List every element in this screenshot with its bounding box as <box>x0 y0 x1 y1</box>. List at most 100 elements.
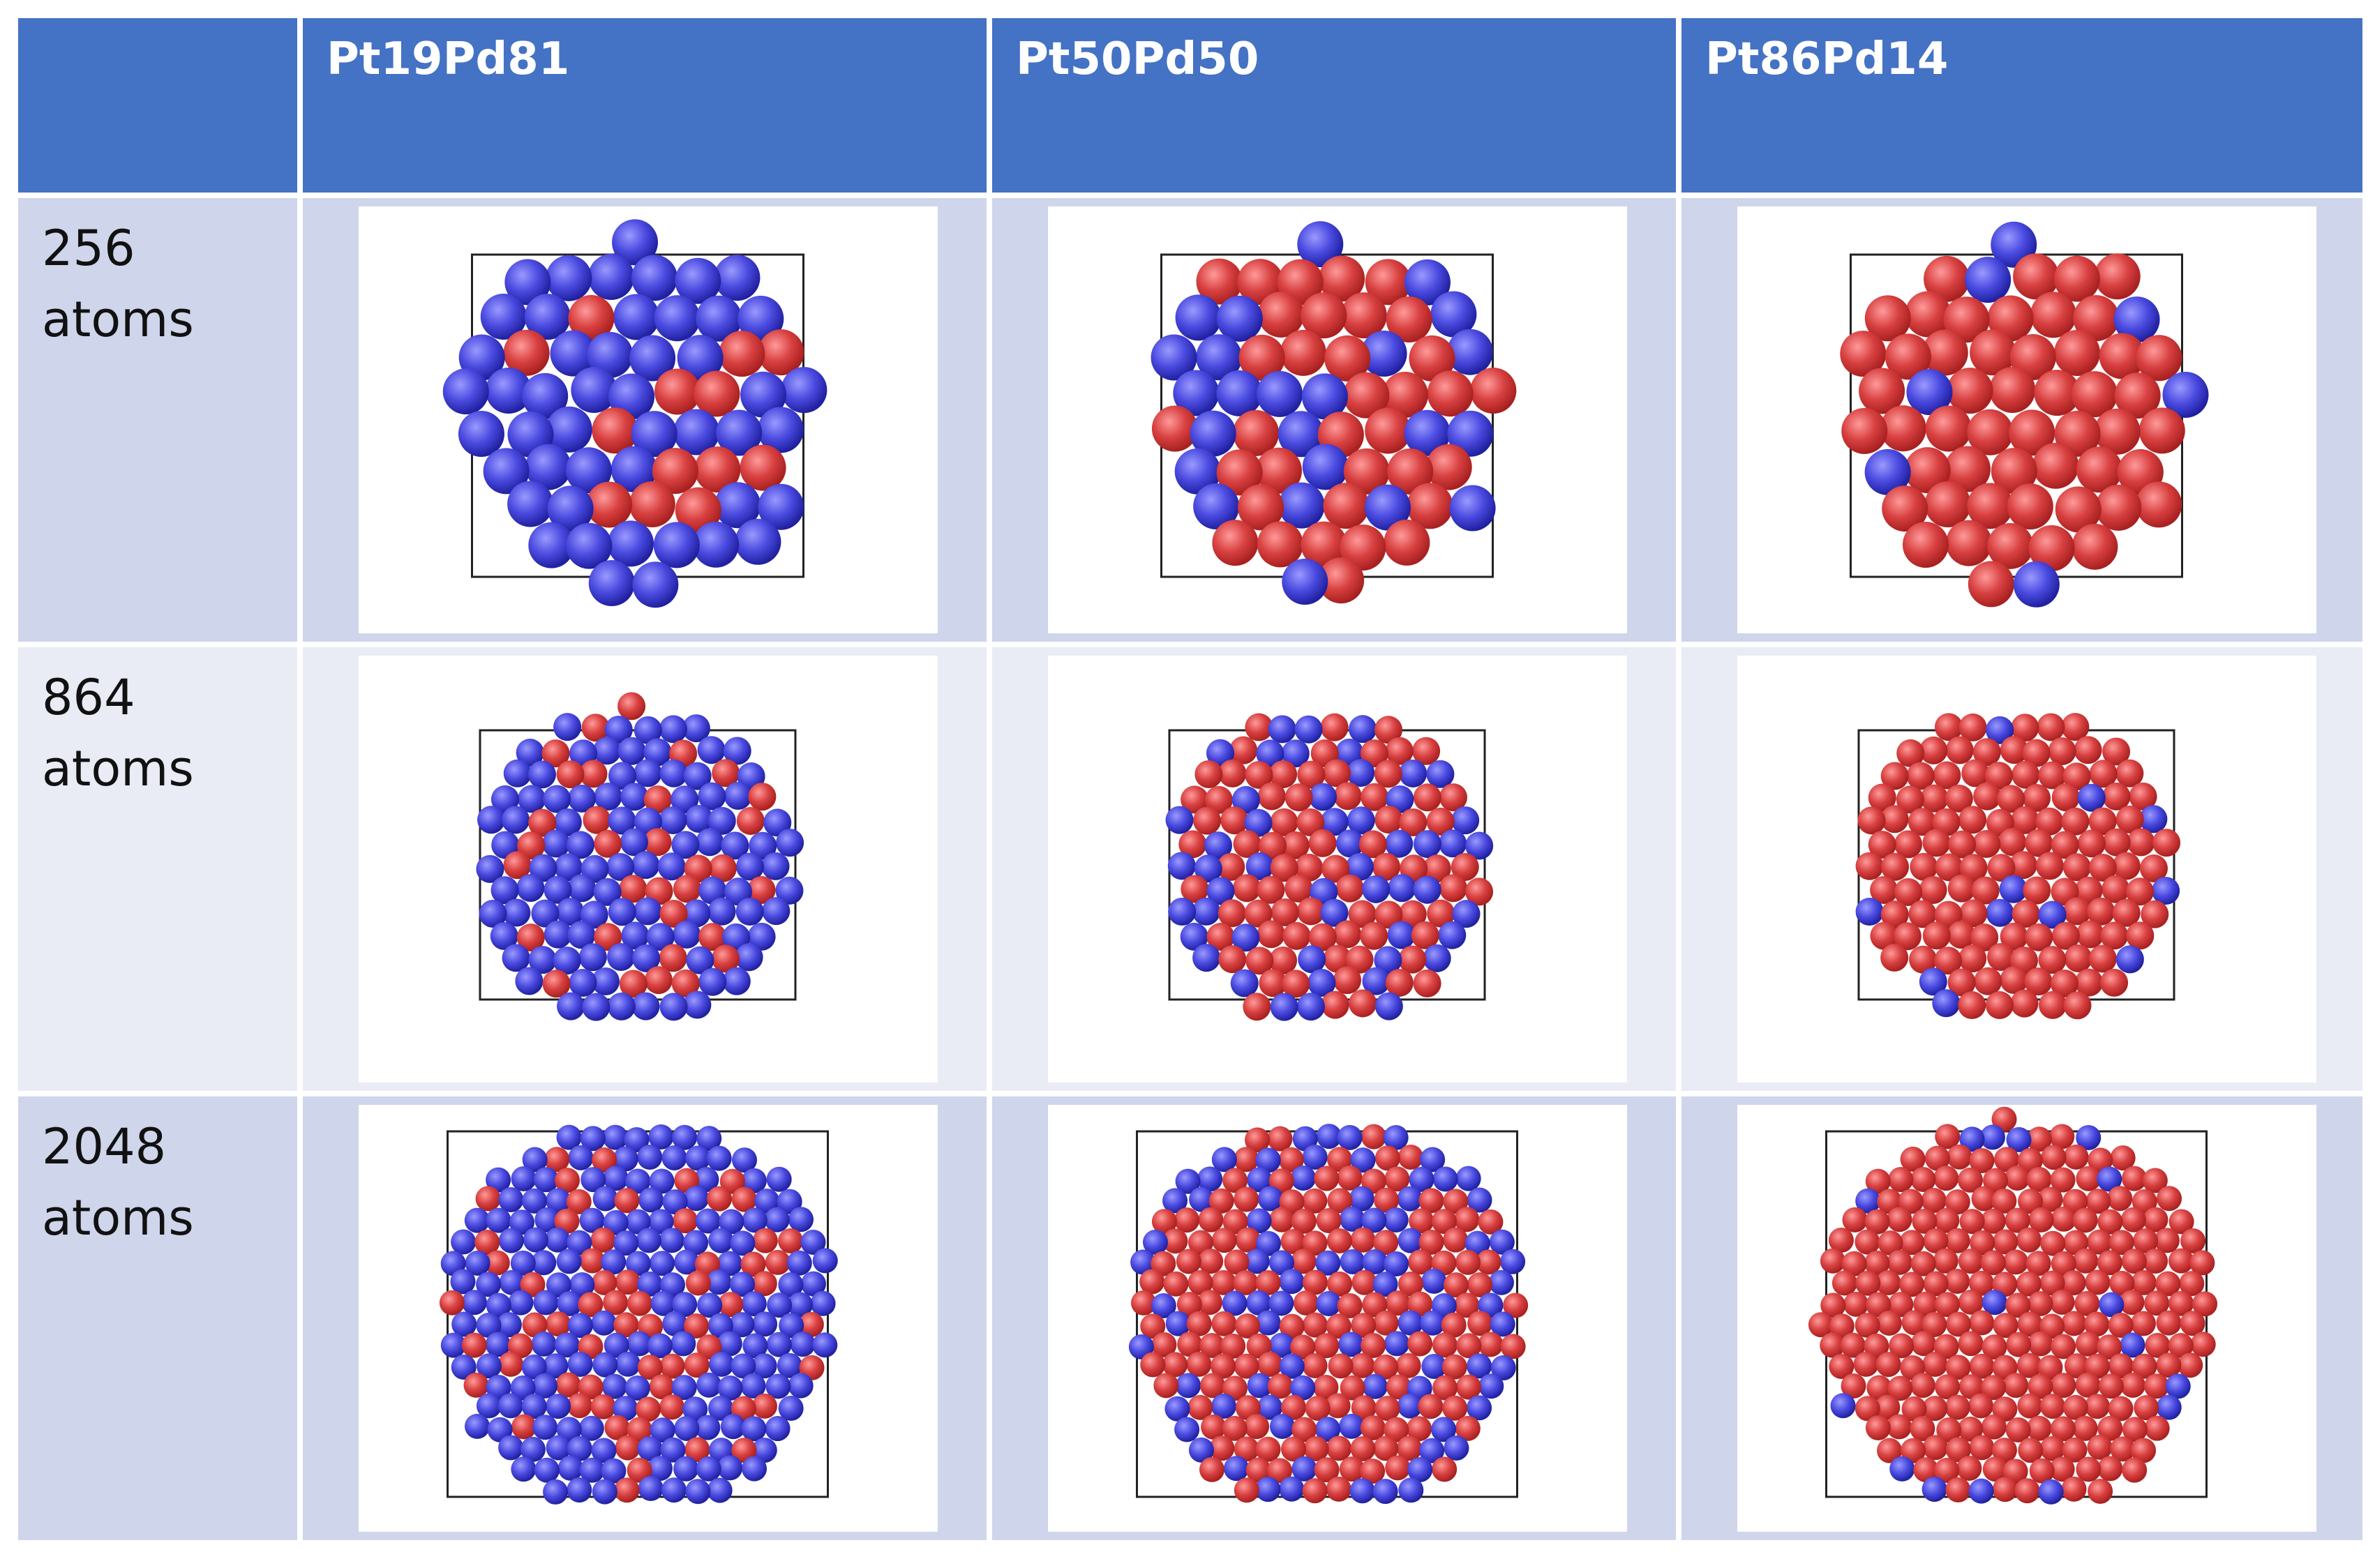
pt-atom <box>1267 1458 1293 1484</box>
pd-atom <box>675 257 721 304</box>
pt-atom <box>765 1249 791 1275</box>
pt-atom <box>1365 407 1411 454</box>
pd-atom <box>659 715 687 744</box>
pd-atom <box>762 897 791 926</box>
pt-atom <box>1385 968 1414 997</box>
pt-atom <box>1840 1332 1866 1358</box>
pt-atom <box>578 1374 604 1400</box>
pt-atom <box>1455 1374 1481 1400</box>
pd-atom <box>1464 1230 1490 1256</box>
pd-atom <box>524 294 571 340</box>
pt-atom <box>1901 1438 1926 1463</box>
pd-atom <box>649 1168 675 1194</box>
pt-atom <box>671 969 700 997</box>
pt-atom <box>1934 713 1963 741</box>
pd-atom <box>1192 897 1220 926</box>
pd-atom <box>800 1271 826 1297</box>
pt-atom <box>542 970 571 998</box>
pd-atom <box>550 330 597 377</box>
pd-atom <box>1999 875 2028 903</box>
pt-atom <box>2049 1456 2075 1482</box>
pt-atom <box>2084 1311 2110 1337</box>
pt-atom <box>2074 736 2102 764</box>
pd-atom <box>1430 291 1477 338</box>
pt-atom <box>2032 442 2079 489</box>
pd-atom <box>757 407 804 453</box>
pd-atom <box>1174 1417 1200 1442</box>
pt-atom <box>1870 876 1898 905</box>
pt-atom <box>2136 335 2182 382</box>
pd-atom <box>698 876 727 905</box>
pt-atom <box>1303 1435 1329 1461</box>
pd-atom <box>637 1436 663 1462</box>
pt-atom <box>590 1394 616 1419</box>
pt-atom <box>1386 1374 1411 1400</box>
pt-atom <box>659 1394 685 1420</box>
pt-atom <box>1969 1148 1995 1174</box>
pt-atom <box>1454 1292 1480 1318</box>
pd-atom <box>1349 1478 1375 1504</box>
pt-atom <box>2005 1417 2031 1442</box>
pt-atom <box>579 760 608 788</box>
pd-atom <box>1165 806 1194 834</box>
pt-atom <box>2072 1207 2098 1233</box>
pt-atom <box>2054 329 2101 376</box>
pt-atom <box>1451 852 1479 881</box>
pt-atom <box>1934 947 1963 975</box>
pd-atom <box>1451 806 1480 835</box>
pt-atom <box>643 785 672 814</box>
pd-atom <box>637 1271 663 1297</box>
pd-atom <box>546 406 592 453</box>
pt-atom <box>719 1168 745 1194</box>
pd-atom <box>1255 1147 1281 1173</box>
pd-atom <box>1151 334 1197 381</box>
pt-atom <box>1945 1228 1970 1253</box>
pt-atom <box>1947 968 1976 997</box>
pd-atom <box>696 1456 721 1482</box>
pd-atom <box>1979 1124 2005 1150</box>
pt-atom <box>1968 1393 1994 1419</box>
pt-atom <box>1900 1146 1926 1172</box>
pd-atom <box>511 1166 537 1191</box>
pt-atom <box>1398 1271 1423 1297</box>
pt-atom <box>2114 372 2161 419</box>
row-label: 864 atoms <box>18 647 297 1091</box>
pt-atom <box>1980 1208 2006 1234</box>
pt-atom <box>2088 1478 2113 1504</box>
pt-atom <box>1945 1477 1971 1502</box>
pd-atom <box>587 331 634 378</box>
pt-atom <box>1387 448 1434 495</box>
pt-atom <box>2099 333 2145 379</box>
pt-atom <box>2107 1186 2133 1212</box>
pd-atom <box>671 1375 697 1401</box>
pt-atom <box>2018 1438 2044 1463</box>
pd-atom <box>2120 1332 2145 1358</box>
pt-atom <box>1373 1230 1399 1256</box>
pd-atom <box>1206 739 1234 767</box>
pt-atom <box>1222 1375 1248 1401</box>
particle-image <box>359 206 938 633</box>
header-cell <box>18 18 297 193</box>
pt-atom <box>659 900 688 928</box>
pd-atom <box>696 1126 722 1152</box>
pt-atom <box>1349 989 1377 1018</box>
particle-image <box>1048 206 1627 633</box>
pd-atom <box>567 921 596 949</box>
pd-atom <box>647 1333 673 1359</box>
pt-atom <box>2189 1250 2215 1276</box>
pt-atom <box>1235 1395 1261 1421</box>
pt-atom <box>1360 739 1388 768</box>
pd-atom <box>1407 1456 1433 1482</box>
pt-atom <box>2108 1313 2134 1339</box>
pd-atom <box>533 1290 559 1316</box>
pt-atom <box>2076 1166 2101 1191</box>
pd-atom <box>1278 411 1324 458</box>
pd-atom <box>683 990 712 1019</box>
pt-atom <box>2108 1230 2134 1256</box>
pt-atom <box>1327 1188 1353 1214</box>
pd-atom <box>2097 1166 2122 1192</box>
pd-atom <box>810 1290 836 1316</box>
pd-atom <box>1340 1249 1365 1274</box>
pt-atom <box>1222 1209 1248 1235</box>
pt-atom <box>1234 1353 1259 1379</box>
